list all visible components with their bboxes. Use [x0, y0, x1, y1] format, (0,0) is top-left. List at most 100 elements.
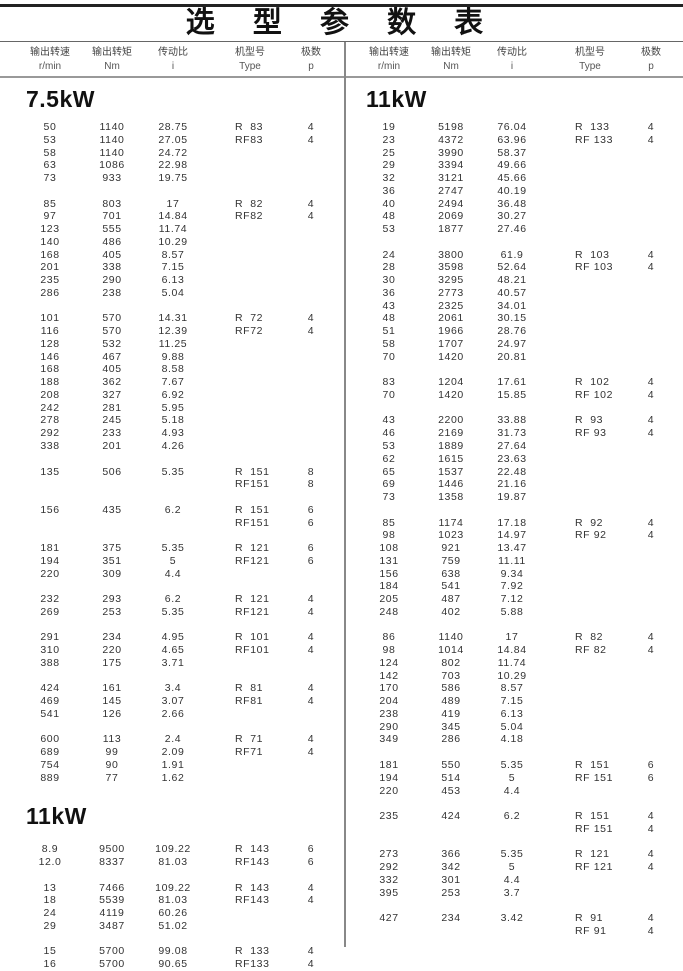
- ratio-cell: 9.34: [500, 567, 524, 580]
- output-torque-cell: 1966: [438, 325, 464, 338]
- ratio-cell: 27.64: [497, 440, 527, 452]
- ratio-cell: 19.75: [158, 172, 188, 185]
- page-title: 选 型 参 数 表: [185, 5, 498, 39]
- model-type-cell: RF 93: [575, 427, 607, 440]
- power-section-title: 11kW: [366, 86, 427, 112]
- output-speed-cell: 188: [40, 376, 60, 389]
- poles-cell: 6: [647, 771, 655, 784]
- poles-cell: 4: [307, 894, 315, 907]
- output-speed-cell: 51: [382, 325, 396, 338]
- output-speed-cell: 69: [382, 478, 396, 491]
- ratio-cell: 5.88: [500, 605, 524, 618]
- output-speed-cell: 220: [40, 567, 60, 580]
- ratio-cell: 5.35: [161, 465, 185, 478]
- table-row: 73 933 19.75: [0, 172, 340, 185]
- output-torque-cell: 703: [441, 669, 461, 682]
- table-row: RF151 8: [0, 478, 340, 491]
- ratio-cell: 81.03: [158, 856, 188, 869]
- poles-cell: 4: [307, 605, 315, 618]
- top-rule: [0, 4, 683, 7]
- header-unit: i: [171, 61, 175, 72]
- column-header-output-torque: 输出转矩 Nm: [82, 46, 142, 74]
- ratio-cell: 5: [508, 861, 516, 874]
- poles-cell: 4: [647, 121, 655, 133]
- output-speed-cell: 181: [379, 759, 399, 771]
- ratio-cell: 22.98: [158, 159, 188, 172]
- ratio-cell: 7.92: [500, 580, 524, 593]
- table-row: 58 1140 24.72: [0, 147, 340, 160]
- output-speed-cell: 142: [379, 669, 399, 682]
- output-speed-cell: 205: [379, 593, 399, 606]
- ratio-cell: 19.87: [497, 491, 527, 504]
- output-torque-cell: 2061: [438, 312, 464, 325]
- output-speed-cell: 58: [382, 337, 396, 350]
- output-torque-cell: 921: [441, 542, 461, 555]
- output-torque-cell: 1446: [438, 478, 464, 491]
- model-type-cell: R 82: [575, 631, 604, 644]
- model-type-cell: R 103: [575, 248, 610, 261]
- output-torque-cell: 1174: [438, 516, 464, 529]
- ratio-cell: 3.4: [164, 682, 182, 695]
- ratio-cell: 60.26: [158, 907, 188, 920]
- table-row: 194 514 5 RF 151 6: [340, 772, 680, 785]
- output-torque-cell: 555: [102, 223, 122, 236]
- output-speed-cell: 73: [382, 491, 396, 504]
- header-label: 极数: [301, 47, 321, 58]
- output-speed-cell: 50: [43, 121, 57, 133]
- column-header-output-torque: 输出转矩 Nm: [421, 46, 481, 74]
- output-torque-cell: 1537: [438, 465, 464, 478]
- table-row: 43 2200 33.88 R 93 4: [340, 414, 680, 427]
- header-label: 输出转速: [369, 47, 409, 58]
- table-row: 291 234 4.95 R 101 4: [0, 631, 340, 644]
- output-speed-cell: 889: [40, 771, 60, 784]
- output-speed-cell: 101: [40, 312, 60, 325]
- header-label: 机型号: [235, 47, 265, 58]
- ratio-cell: 4.18: [500, 733, 524, 746]
- output-speed-cell: 156: [40, 503, 60, 516]
- output-speed-cell: 70: [382, 388, 396, 401]
- output-speed-cell: 85: [382, 516, 396, 529]
- ratio-cell: 11.74: [158, 223, 188, 236]
- output-speed-cell: 23: [382, 133, 396, 146]
- ratio-cell: 3.42: [500, 912, 524, 925]
- model-type-cell: RF 91: [575, 924, 607, 937]
- table-row: 469 145 3.07 RF81 4: [0, 695, 340, 708]
- output-speed-cell: 194: [40, 554, 60, 567]
- output-speed-cell: 48: [382, 210, 396, 223]
- ratio-cell: 6.2: [164, 593, 182, 606]
- output-speed-cell: 140: [40, 235, 60, 248]
- header-label: 输出转矩: [431, 47, 471, 58]
- ratio-cell: 7.67: [161, 376, 185, 389]
- table-row: 292 342 5 RF 121 4: [340, 861, 680, 874]
- poles-cell: 4: [307, 593, 315, 606]
- table-row: 53 1140 27.05 RF83 4: [0, 134, 340, 147]
- output-torque-cell: 4372: [438, 133, 464, 146]
- column-divider: [344, 42, 346, 947]
- output-torque-cell: 1140: [99, 146, 125, 159]
- column-header-output-speed: 输出转速 r/min: [20, 46, 80, 74]
- table-row: 70 1420 20.81: [340, 351, 680, 364]
- output-speed-cell: 30: [382, 274, 396, 287]
- poles-cell: 4: [307, 210, 315, 223]
- output-speed-cell: 349: [379, 733, 399, 746]
- output-speed-cell: 168: [40, 363, 60, 376]
- poles-cell: 4: [647, 133, 655, 146]
- output-torque-cell: 366: [441, 848, 461, 861]
- table-row: 128 532 11.25: [0, 338, 340, 351]
- header-unit: p: [308, 61, 314, 72]
- ratio-cell: 34.01: [497, 299, 527, 312]
- poles-cell: 6: [307, 542, 315, 555]
- table-row: 208 327 6.92: [0, 389, 340, 402]
- divider: [0, 76, 683, 78]
- output-speed-cell: 278: [40, 414, 60, 427]
- ratio-cell: 17.61: [497, 376, 527, 389]
- output-torque-cell: 638: [441, 567, 461, 580]
- poles-cell: 4: [647, 376, 655, 389]
- ratio-cell: 6.92: [161, 388, 185, 401]
- ratio-cell: 81.03: [158, 894, 188, 907]
- table-row: 73 1358 19.87: [340, 491, 680, 504]
- ratio-cell: 4.4: [164, 567, 182, 580]
- output-speed-cell: 286: [40, 286, 60, 299]
- table-row: 85 1174 17.18 R 92 4: [340, 517, 680, 530]
- table-row: 220 309 4.4: [0, 568, 340, 581]
